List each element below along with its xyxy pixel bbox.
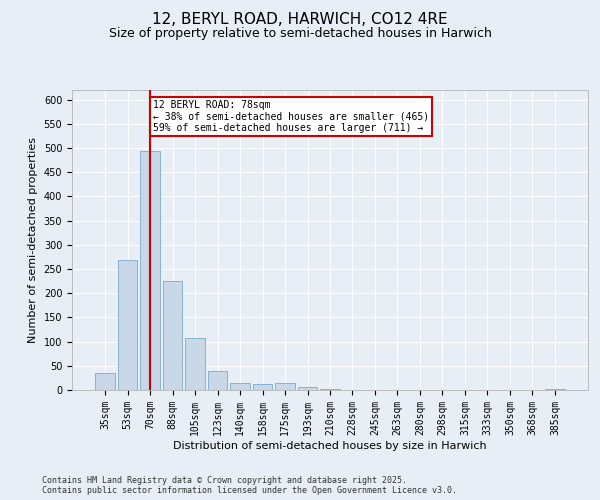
Bar (185, 338, 205, 390)
Text: Size of property relative to semi-detached houses in Harwich: Size of property relative to semi-detach… (109, 28, 491, 40)
X-axis label: Distribution of semi-detached houses by size in Harwich: Distribution of semi-detached houses by … (173, 440, 487, 450)
Text: Contains HM Land Registry data © Crown copyright and database right 2025.
Contai: Contains HM Land Registry data © Crown c… (42, 476, 457, 495)
Y-axis label: Number of semi-detached properties: Number of semi-detached properties (28, 137, 38, 343)
Bar (118, 260, 137, 390)
Bar (95, 373, 115, 390)
Text: 12 BERYL ROAD: 78sqm
← 38% of semi-detached houses are smaller (465)
59% of semi: 12 BERYL ROAD: 78sqm ← 38% of semi-detac… (154, 100, 430, 133)
Bar (230, 382, 250, 390)
Bar (545, 389, 565, 390)
Bar (275, 383, 295, 390)
Bar (140, 152, 160, 390)
Bar (320, 389, 340, 390)
Bar (163, 281, 182, 390)
Text: 12, BERYL ROAD, HARWICH, CO12 4RE: 12, BERYL ROAD, HARWICH, CO12 4RE (152, 12, 448, 28)
Bar (208, 370, 227, 390)
Bar (298, 386, 317, 390)
Bar (253, 384, 272, 390)
